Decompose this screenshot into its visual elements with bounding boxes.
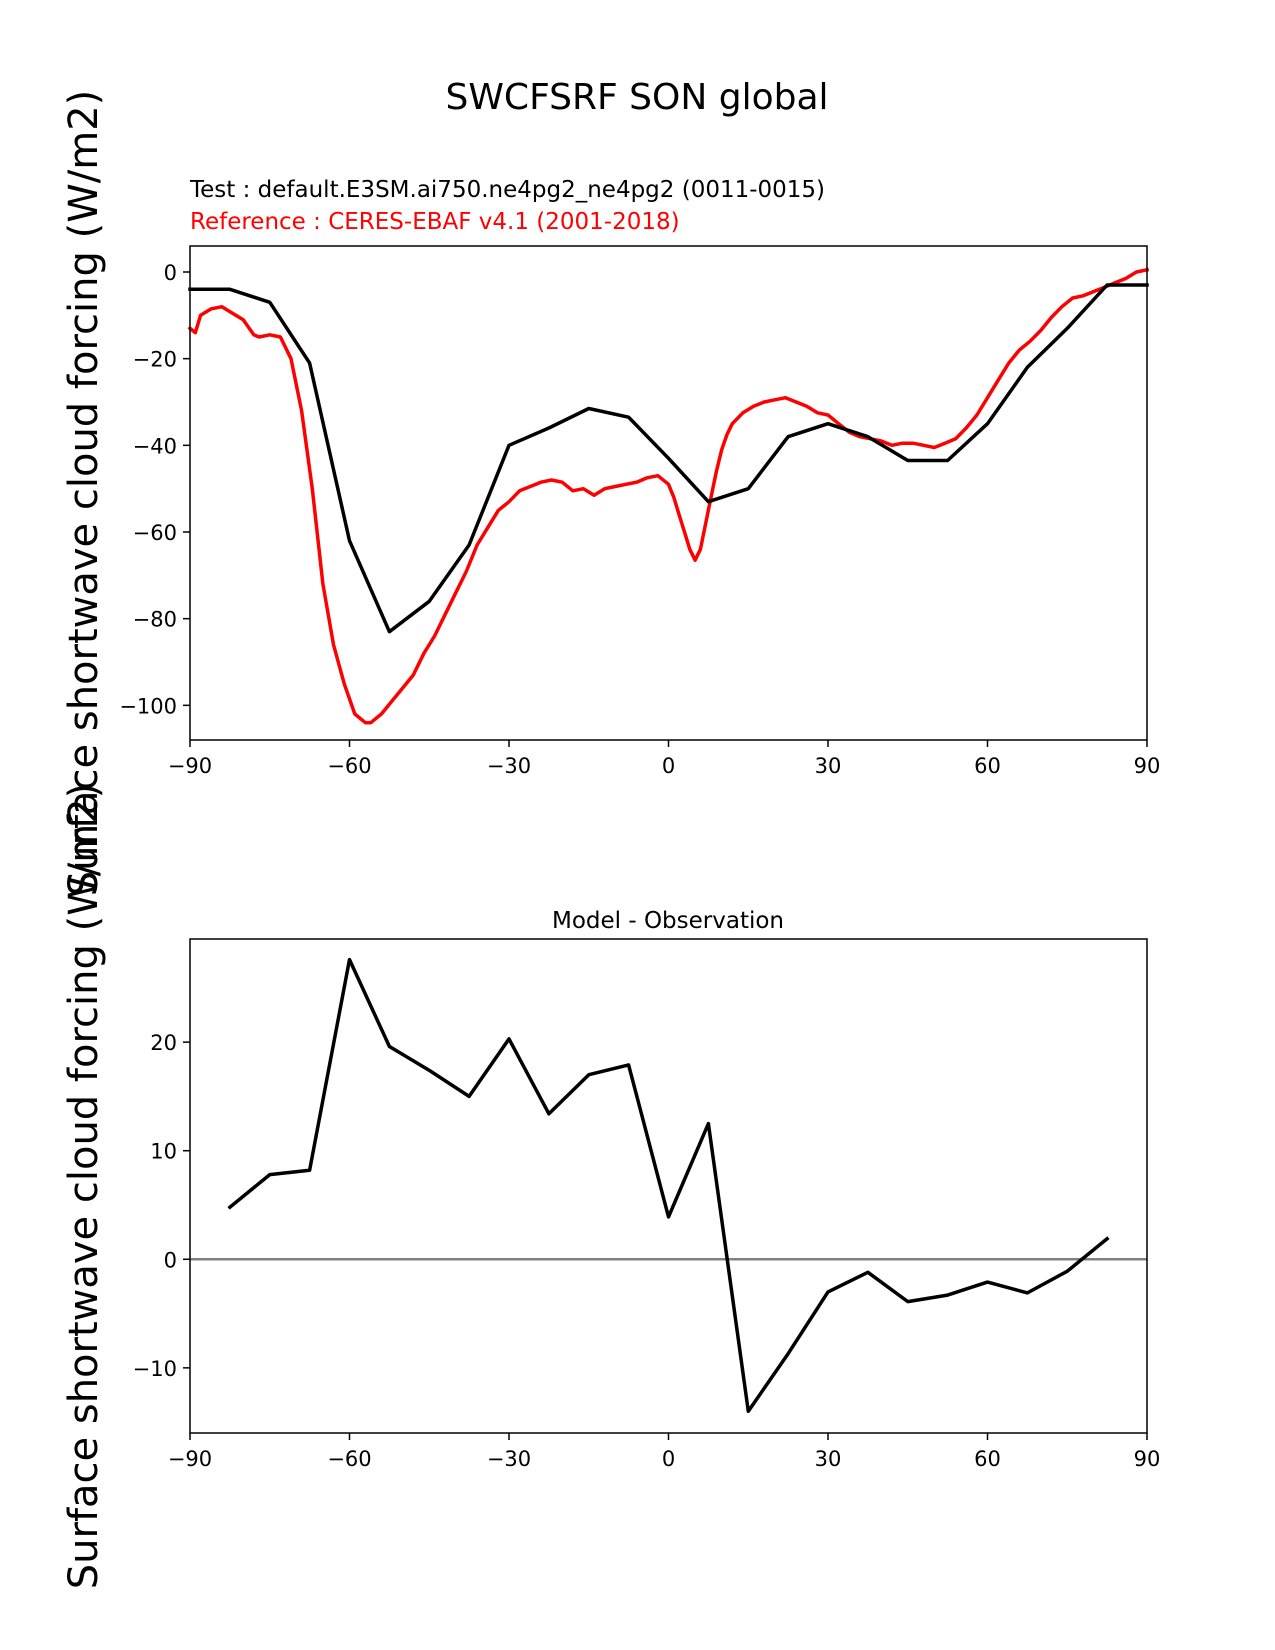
x-tick-label: 0 bbox=[662, 1447, 675, 1471]
series-line-test bbox=[188, 283, 1149, 634]
y-tick-label: 0 bbox=[164, 1248, 177, 1272]
x-tick-label: −30 bbox=[487, 754, 531, 778]
axes-frame bbox=[189, 938, 1148, 1434]
reference-label: Reference : CERES-EBAF v4.1 (2001-2018) bbox=[190, 209, 680, 235]
x-tick-label: 30 bbox=[815, 1447, 842, 1471]
top-panel: −90 −60 −30 0 30 60 90 0 −20 −40 −60 −80 −100 Surface… bbox=[61, 90, 1160, 896]
y-tick-label: −60 bbox=[133, 521, 177, 545]
x-tick-label: 30 bbox=[815, 754, 842, 778]
x-tick-label: 60 bbox=[974, 1447, 1001, 1471]
series-line-model-observation bbox=[227, 957, 1110, 1414]
y-tick-label: 10 bbox=[150, 1140, 177, 1164]
figure-title: SWCFSRF SON global bbox=[445, 77, 828, 118]
x-tick-label: −30 bbox=[487, 1447, 531, 1471]
x-tick-label: 60 bbox=[974, 754, 1001, 778]
x-tick-label: −60 bbox=[327, 1447, 371, 1471]
x-tick-label: 90 bbox=[1134, 1447, 1161, 1471]
bottom-panel: −90 −60 −30 0 30 60 90 20 10 0 −10 Surface shortwav… bbox=[61, 783, 1160, 1589]
x-tick-label: −90 bbox=[168, 1447, 212, 1471]
x-tick-label: −60 bbox=[327, 754, 371, 778]
y-tick-label: 20 bbox=[150, 1031, 177, 1055]
y-tick-label: −80 bbox=[133, 608, 177, 632]
y-tick-label: −10 bbox=[133, 1357, 177, 1381]
test-label: Test : default.E3SM.ai750.ne4pg2_ne4pg2 … bbox=[189, 177, 825, 203]
y-axis-label: Surface shortwave cloud forcing (W/m2) bbox=[61, 783, 107, 1589]
y-tick-label: −100 bbox=[119, 694, 177, 718]
panel-2-title: Model - Observation bbox=[552, 908, 784, 934]
y-tick-label: 0 bbox=[164, 261, 177, 285]
y-tick-label: −40 bbox=[133, 434, 177, 458]
y-tick-label: −20 bbox=[133, 348, 177, 372]
series-line-reference bbox=[187, 267, 1150, 725]
y-axis-label: Surface shortwave cloud forcing (W/m2) bbox=[61, 90, 107, 896]
x-tick-label: 0 bbox=[662, 754, 675, 778]
x-tick-label: −90 bbox=[168, 754, 212, 778]
x-tick-label: 90 bbox=[1134, 754, 1161, 778]
axes-frame bbox=[189, 245, 1148, 741]
